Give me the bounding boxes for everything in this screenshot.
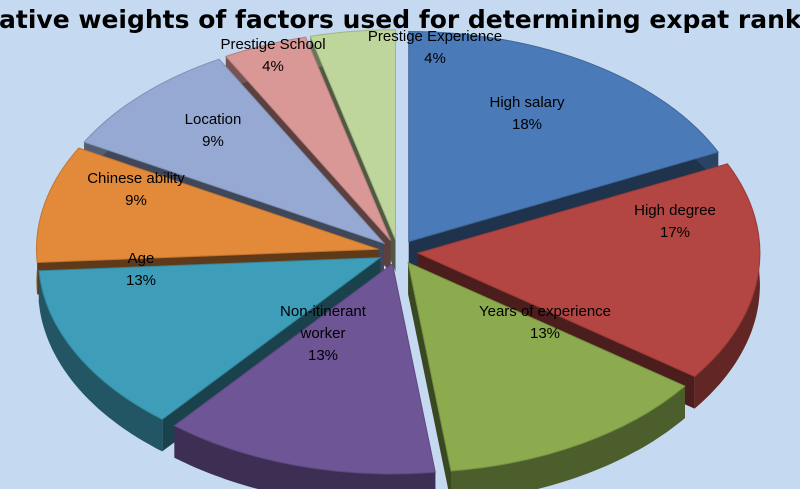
slice-category-label: Prestige Experience: [368, 28, 502, 45]
slice-category-label: Prestige School: [220, 36, 325, 53]
slice-category-label: High salary: [489, 94, 565, 111]
pie-slice: [408, 30, 720, 243]
slice-outer-wall: [694, 163, 760, 409]
slice-category-label: Chinese ability: [87, 170, 185, 187]
slice-label: Non-itinerant worker 13%: [280, 303, 367, 364]
pie-slice: [173, 263, 436, 475]
slice-label-layer: High salary 18% High degree 17% Years of exp…: [87, 28, 716, 364]
pie-slice: [416, 163, 761, 378]
pie-slice: [225, 36, 392, 241]
slice-category-label: Non-itinerant: [280, 303, 367, 320]
slice-value-label: 18%: [512, 116, 542, 133]
pie-slice: [38, 257, 382, 420]
slice-label: Years of experience 13%: [479, 303, 611, 342]
slice-label: High degree 17%: [634, 202, 716, 241]
slice-value-label: 13%: [308, 347, 338, 364]
slice-category-label: Location: [185, 111, 242, 128]
slice-outer-wall: [38, 270, 163, 452]
slice-label: Prestige School 4%: [220, 36, 325, 75]
pie-slice: [36, 147, 379, 264]
slice-label: Location 9%: [185, 111, 242, 150]
slice-value-label: 4%: [424, 50, 446, 67]
slice-value-label: 4%: [262, 58, 284, 75]
slice-wall-end: [408, 262, 452, 489]
slice-top-layer: [36, 29, 761, 475]
pie-slice: [83, 58, 386, 245]
slice-value-label: 9%: [125, 192, 147, 209]
slice-value-label: 13%: [530, 325, 560, 342]
pie-slice: [407, 261, 686, 472]
pie-slice: [309, 29, 397, 240]
slice-label: Prestige Experience 4%: [368, 28, 502, 67]
slice-label: Age 13%: [126, 250, 156, 289]
slice-category-label: Age: [128, 250, 155, 267]
slice-value-label: 13%: [126, 272, 156, 289]
slice-value-label: 17%: [660, 224, 690, 241]
slice-value-label: 9%: [202, 133, 224, 150]
slice-category-label: Years of experience: [479, 303, 611, 320]
slice-label: High salary 18%: [489, 94, 565, 133]
slice-category-label: worker: [299, 325, 345, 342]
chart-title: Relative weights of factors used for det…: [0, 5, 800, 34]
slice-category-label: High degree: [634, 202, 716, 219]
slice-label: Chinese ability 9%: [87, 170, 185, 209]
slice-outer-wall: [174, 425, 436, 489]
